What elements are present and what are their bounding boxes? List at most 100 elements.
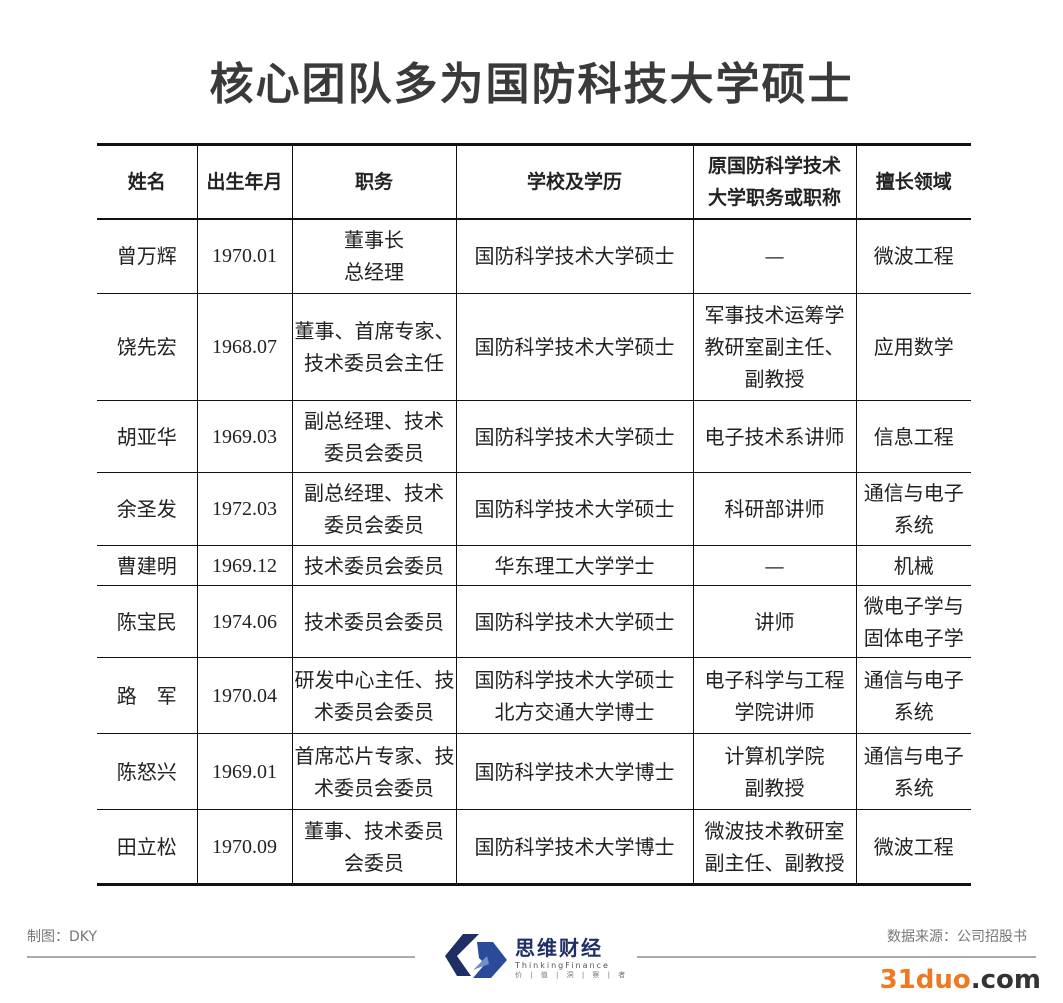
cell-text: 电子科学与工程	[704, 667, 845, 692]
cell-text: 术委员会委员	[314, 699, 434, 724]
logo: 思维财经 ThinkingFinance 价 | 值 | 洞 | 察 | 者	[443, 932, 628, 980]
cell-position: 技术委员会委员	[291, 585, 457, 658]
table-header-row: 姓名 出生年月 职务 学校及学历 原国防科学技术 大学职务或职称 擅长领域	[97, 144, 971, 220]
header-text: 学校及学历	[526, 170, 622, 193]
cell-text: 术委员会委员	[314, 775, 434, 800]
cell-text: 胡亚华	[116, 424, 177, 449]
page-title: 核心团队多为国防科技大学硕士	[209, 59, 854, 110]
cell-text: 路 军	[116, 683, 177, 708]
header-position: 职务	[291, 144, 457, 220]
header-former-title: 原国防科学技术 大学职务或职称	[692, 144, 857, 220]
cell-school: 国防科学技术大学硕士 北方交通大学博士	[455, 657, 694, 734]
cell-position: 研发中心主任、技 术委员会委员	[291, 657, 457, 734]
cell-text: —	[764, 553, 785, 578]
cell-text: 委员会委员	[324, 513, 424, 537]
cell-text: 技术委员会主任	[304, 351, 444, 375]
cell-expertise: 应用数学	[855, 293, 971, 401]
cell-text: 董事、技术委员	[304, 818, 444, 843]
cell-text: 信息工程	[873, 424, 954, 449]
cell-school: 国防科学技术大学硕士	[455, 293, 694, 401]
divider-right	[637, 956, 1036, 958]
header-text: 大学职务或职称	[707, 186, 841, 209]
cell-name: 曾万辉	[97, 218, 198, 294]
cell-text: 副教授	[744, 367, 805, 391]
header-name: 姓名	[97, 144, 198, 220]
cell-text: 1972.03	[212, 498, 277, 520]
cell-text: 董事、首席专家、	[294, 319, 455, 343]
team-table: 姓名 出生年月 职务 学校及学历 原国防科学技术 大学职务或职称 擅长领域 曾万辉 1970.…	[97, 143, 971, 886]
cell-birth: 1968.07	[196, 293, 293, 401]
cell-school: 国防科学技术大学硕士	[455, 218, 694, 294]
cell-birth: 1970.01	[196, 218, 293, 294]
cell-text: 科研部讲师	[724, 497, 825, 521]
cell-school: 国防科学技术大学博士	[455, 733, 694, 810]
cell-former-title: 科研部讲师	[692, 472, 857, 546]
cell-expertise: 机械	[855, 545, 971, 586]
cell-text: 副总经理、技术	[304, 481, 444, 505]
cell-former-title: 军事技术运筹学 教研室副主任、 副教授	[692, 293, 857, 401]
cell-position: 副总经理、技术 委员会委员	[291, 400, 457, 473]
cell-text: 北方交通大学博士	[494, 699, 655, 724]
cell-text: 固体电子学	[863, 625, 964, 650]
cell-former-title: 电子科学与工程 学院讲师	[692, 657, 857, 734]
cell-text: 微波工程	[873, 244, 954, 269]
logo-name-en: ThinkingFinance	[515, 961, 610, 970]
cell-text: 委员会委员	[324, 440, 424, 465]
cell-position: 董事、首席专家、 技术委员会主任	[291, 293, 457, 401]
table-row: 曹建明 1969.12 技术委员会委员 华东理工大学学士 — 机械	[97, 545, 971, 586]
cell-expertise: 微电子学与 固体电子学	[855, 585, 971, 658]
cell-name: 陈宝民	[97, 585, 198, 658]
cell-text: 系统	[893, 699, 934, 724]
cell-text: 教研室副主任、	[704, 335, 845, 359]
cell-name: 胡亚华	[97, 400, 198, 473]
cell-name: 田立松	[97, 809, 198, 885]
cell-position: 技术委员会委员	[291, 545, 457, 586]
table-row: 田立松 1970.09 董事、技术委员 会委员 国防科学技术大学博士 微波技术教研室 副主任…	[97, 809, 971, 885]
cell-birth: 1972.03	[196, 472, 293, 546]
cell-text: 微波工程	[873, 834, 954, 859]
cell-position: 首席芯片专家、技 术委员会委员	[291, 733, 457, 810]
table-row: 胡亚华 1969.03 副总经理、技术 委员会委员 国防科学技术大学硕士 电子技术系讲师信…	[97, 400, 971, 473]
cell-name: 曹建明	[97, 545, 198, 586]
cell-text: 电子技术系讲师	[704, 424, 845, 449]
cell-text: 华东理工大学学士	[494, 553, 655, 578]
table-row: 余圣发 1972.03 副总经理、技术 委员会委员 国防科学技术大学硕士 科研部讲师 通信与…	[97, 472, 971, 546]
table-row: 饶先宏 1968.07 董事、首席专家、 技术委员会主任 国防科学技术大学硕士 军事技术运…	[97, 293, 971, 401]
cell-expertise: 通信与电子 系统	[855, 472, 971, 546]
cell-text: 讲师	[754, 609, 795, 634]
cell-position: 董事长 总经理	[291, 218, 457, 294]
header-school: 学校及学历	[455, 144, 694, 220]
cell-text: 陈怒兴	[116, 759, 177, 784]
cell-name: 陈怒兴	[97, 733, 198, 810]
cell-text: 研发中心主任、技	[294, 667, 455, 692]
cell-text: 1970.04	[212, 684, 277, 707]
cell-birth: 1974.06	[196, 585, 293, 658]
maker-credit: 制图：DKY	[27, 929, 98, 945]
data-source: 数据来源：公司招股书	[887, 929, 1027, 945]
cell-text: 国防科学技术大学博士	[474, 759, 675, 784]
cell-expertise: 信息工程	[855, 400, 971, 473]
header-expertise: 擅长领域	[855, 144, 971, 220]
logo-name-cn: 思维财经	[515, 936, 603, 960]
cell-text: 通信与电子	[863, 743, 964, 768]
cell-text: 余圣发	[116, 497, 177, 521]
watermark-domain: .com	[970, 965, 1041, 995]
cell-text: 饶先宏	[116, 335, 177, 359]
cell-birth: 1969.01	[196, 733, 293, 810]
cell-text: 系统	[893, 513, 934, 537]
cell-text: 总经理	[344, 260, 404, 285]
cell-text: 学院讲师	[734, 699, 815, 724]
cell-school: 国防科学技术大学硕士	[455, 585, 694, 658]
cell-text: 1968.07	[212, 336, 277, 358]
cell-position: 董事、技术委员 会委员	[291, 809, 457, 885]
table-row: 陈怒兴 1969.01 首席芯片专家、技 术委员会委员 国防科学技术大学博士 计算机学院副…	[97, 733, 971, 810]
cell-text: 技术委员会委员	[304, 609, 444, 634]
cell-former-title: 微波技术教研室 副主任、副教授	[692, 809, 857, 885]
table-row: 陈宝民 1974.06 技术委员会委员 国防科学技术大学硕士 讲师 微电子学与 固体电子学	[97, 585, 971, 658]
cell-school: 华东理工大学学士	[455, 545, 694, 586]
table-row: 曾万辉 1970.01 董事长 总经理 国防科学技术大学硕士 — 微波工程	[97, 218, 971, 294]
cell-school: 国防科学技术大学硕士	[455, 472, 694, 546]
watermark-number: 31duo	[879, 965, 971, 995]
cell-text: 系统	[893, 775, 934, 800]
cell-text: 田立松	[116, 834, 177, 859]
